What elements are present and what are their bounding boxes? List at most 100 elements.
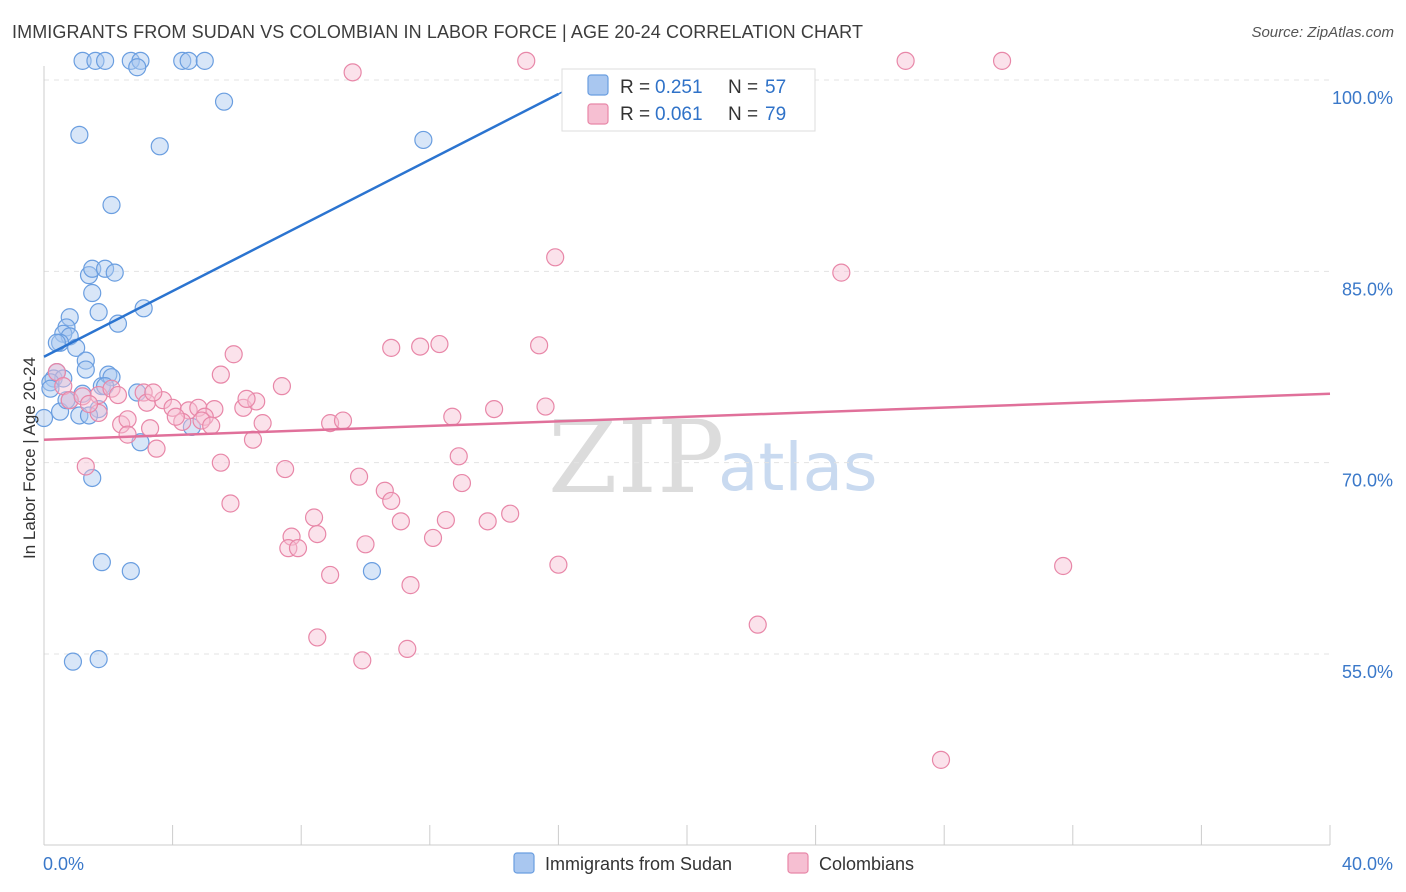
point-series-1-9 bbox=[530, 336, 549, 355]
y-tick-labels: 100.0% 85.0% 70.0% 55.0% bbox=[1332, 88, 1393, 682]
point-series-1-62 bbox=[501, 504, 520, 523]
point-series-1-4 bbox=[546, 248, 565, 267]
point-series-1-68 bbox=[423, 528, 443, 548]
point-series-1-53 bbox=[375, 481, 394, 500]
series-0-points bbox=[34, 51, 433, 671]
point-series-1-45 bbox=[485, 399, 504, 419]
legend-n-value-colombians: 79 bbox=[765, 104, 786, 125]
point-series-1-0 bbox=[517, 51, 536, 70]
point-series-0-5 bbox=[128, 58, 147, 77]
point-series-0-0 bbox=[73, 51, 92, 70]
y-tick-label-0: 100.0% bbox=[1332, 88, 1393, 108]
point-series-1-10 bbox=[224, 345, 243, 364]
point-series-1-47 bbox=[243, 430, 263, 449]
point-series-1-8 bbox=[430, 334, 449, 354]
point-series-1-43 bbox=[333, 411, 353, 430]
legend: R = 0.251 N = 57 R = 0.061 N = 79 bbox=[561, 68, 816, 132]
legend-n-label-colombians: N = bbox=[728, 104, 758, 125]
point-series-1-12 bbox=[272, 377, 292, 396]
watermark-atlas: atlas bbox=[718, 429, 878, 506]
point-series-1-49 bbox=[211, 453, 230, 472]
y-tick-label-2: 70.0% bbox=[1342, 471, 1393, 491]
point-series-1-72 bbox=[1054, 556, 1073, 576]
point-series-0-17 bbox=[105, 263, 124, 282]
point-series-0-43 bbox=[89, 399, 108, 419]
point-series-1-58 bbox=[304, 508, 324, 527]
point-series-1-61 bbox=[478, 512, 497, 531]
point-series-0-1 bbox=[86, 51, 105, 70]
point-series-1-73 bbox=[748, 615, 767, 634]
legend-swatch-colombians bbox=[587, 103, 609, 125]
point-series-0-12 bbox=[414, 130, 433, 150]
chart-source: Source: ZipAtlas.com bbox=[1251, 24, 1394, 41]
y-axis-label: In Labor Force | Age 20-24 bbox=[20, 357, 39, 559]
point-series-1-3 bbox=[343, 63, 362, 82]
series-legend-swatch-sudan bbox=[513, 852, 535, 874]
point-series-0-18 bbox=[83, 283, 102, 303]
point-series-0-28 bbox=[47, 333, 66, 352]
point-series-1-44 bbox=[443, 407, 462, 426]
point-series-1-7 bbox=[411, 337, 430, 356]
point-series-1-35 bbox=[140, 419, 160, 438]
point-series-1-41 bbox=[79, 394, 99, 414]
point-series-1-11 bbox=[211, 365, 230, 384]
point-series-1-33 bbox=[166, 407, 185, 426]
point-series-1-74 bbox=[308, 628, 327, 647]
series-legend-swatch-colombians bbox=[787, 852, 809, 874]
point-series-0-47 bbox=[34, 408, 54, 428]
point-series-1-69 bbox=[549, 555, 568, 574]
point-series-1-50 bbox=[276, 459, 295, 479]
trend-line-series-0 bbox=[43, 92, 559, 358]
legend-swatch-sudan bbox=[587, 74, 609, 96]
point-series-0-49 bbox=[83, 468, 102, 488]
point-series-0-52 bbox=[362, 561, 382, 581]
point-series-0-51 bbox=[121, 561, 140, 581]
legend-r-value-sudan: 0.251 bbox=[655, 77, 703, 98]
point-series-1-6 bbox=[382, 338, 401, 357]
point-series-1-66 bbox=[288, 539, 308, 558]
point-series-1-2 bbox=[992, 51, 1012, 70]
x-tick-label-right: 40.0% bbox=[1342, 854, 1393, 874]
point-series-1-77 bbox=[931, 750, 951, 769]
legend-r-value-colombians: 0.061 bbox=[655, 104, 703, 125]
point-series-1-59 bbox=[391, 512, 410, 531]
data-points bbox=[34, 51, 1073, 769]
point-series-1-71 bbox=[401, 576, 420, 595]
legend-n-label-sudan: N = bbox=[728, 77, 758, 98]
trend-line-series-1 bbox=[43, 392, 1331, 441]
point-series-0-50 bbox=[92, 553, 111, 572]
point-series-0-16 bbox=[95, 259, 115, 278]
point-series-1-55 bbox=[449, 447, 468, 466]
point-series-1-65 bbox=[279, 539, 298, 558]
point-series-0-15 bbox=[83, 259, 102, 278]
series-legend-label-sudan: Immigrants from Sudan bbox=[545, 854, 732, 874]
point-series-1-54 bbox=[382, 491, 401, 511]
point-series-1-31 bbox=[202, 416, 221, 435]
point-series-1-51 bbox=[76, 457, 95, 476]
point-series-1-52 bbox=[349, 467, 369, 486]
point-series-0-30 bbox=[76, 360, 95, 379]
point-series-1-1 bbox=[896, 51, 915, 70]
point-series-1-30 bbox=[192, 411, 211, 430]
legend-r-label-colombians: R = bbox=[620, 104, 650, 125]
axes bbox=[43, 66, 1331, 846]
point-series-1-36 bbox=[118, 410, 137, 429]
point-series-1-27 bbox=[253, 414, 272, 433]
point-series-0-54 bbox=[89, 650, 108, 669]
point-series-1-67 bbox=[356, 535, 375, 554]
series-1-points bbox=[47, 51, 1073, 769]
point-series-1-75 bbox=[353, 651, 372, 670]
point-series-0-7 bbox=[179, 51, 198, 70]
point-series-0-38 bbox=[99, 365, 118, 384]
point-series-0-9 bbox=[214, 92, 234, 111]
point-series-0-53 bbox=[63, 652, 83, 671]
y-tick-label-3: 55.0% bbox=[1342, 662, 1393, 682]
point-series-1-57 bbox=[221, 494, 240, 513]
point-series-1-5 bbox=[832, 263, 851, 282]
point-series-1-56 bbox=[452, 473, 472, 493]
point-series-1-63 bbox=[308, 524, 327, 544]
x-tick-label-left: 0.0% bbox=[43, 854, 84, 874]
point-series-1-46 bbox=[536, 397, 555, 416]
point-series-1-17 bbox=[108, 385, 128, 405]
